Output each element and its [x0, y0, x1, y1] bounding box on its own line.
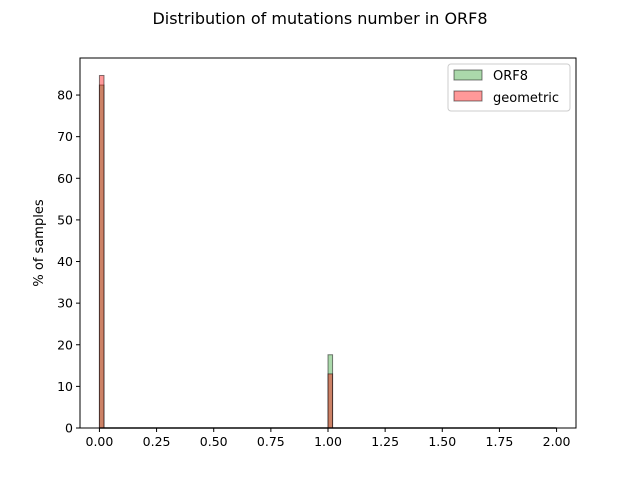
- y-tick-label: 30: [57, 296, 73, 311]
- bar-geometric-0: [98, 74, 105, 429]
- x-tick-label: 0.00: [86, 434, 114, 449]
- y-axis-ticks: 0 10 20 30 40 50 60 70 80: [57, 88, 80, 436]
- y-axis-label: % of samples: [32, 199, 47, 286]
- x-tick-label: 1.25: [371, 434, 399, 449]
- x-tick-label: 0.25: [143, 434, 171, 449]
- y-tick-label: 50: [57, 212, 73, 227]
- plot-frame: [79, 57, 577, 429]
- x-axis-ticks: 0.00 0.25 0.50 0.75 1.00 1.25 1.50 1.75 2.00: [86, 428, 571, 449]
- x-tick-label: 1.75: [486, 434, 514, 449]
- x-tick-label: 2.00: [543, 434, 571, 449]
- legend-label-geometric: geometric: [493, 91, 559, 106]
- y-tick-label: 10: [57, 379, 73, 394]
- y-tick-label: 0: [65, 421, 73, 436]
- chart-title: Distribution of mutations number in ORF8: [152, 9, 487, 28]
- y-tick-label: 40: [57, 254, 73, 269]
- bar-geometric-1: [327, 373, 334, 429]
- x-tick-label: 0.50: [200, 434, 228, 449]
- legend-swatch-geometric: [453, 90, 483, 102]
- x-tick-label: 0.75: [257, 434, 285, 449]
- x-tick-label: 1.00: [314, 434, 342, 449]
- legend-swatch-orf8: [453, 69, 483, 81]
- legend-label-orf8: ORF8: [493, 69, 528, 84]
- y-tick-label: 70: [57, 129, 73, 144]
- legend-box: [447, 63, 571, 112]
- y-tick-label: 60: [57, 171, 73, 186]
- x-tick-label: 1.50: [428, 434, 456, 449]
- y-tick-label: 20: [57, 337, 73, 352]
- y-tick-label: 80: [57, 88, 73, 103]
- legend: ORF8 geometric: [447, 63, 571, 112]
